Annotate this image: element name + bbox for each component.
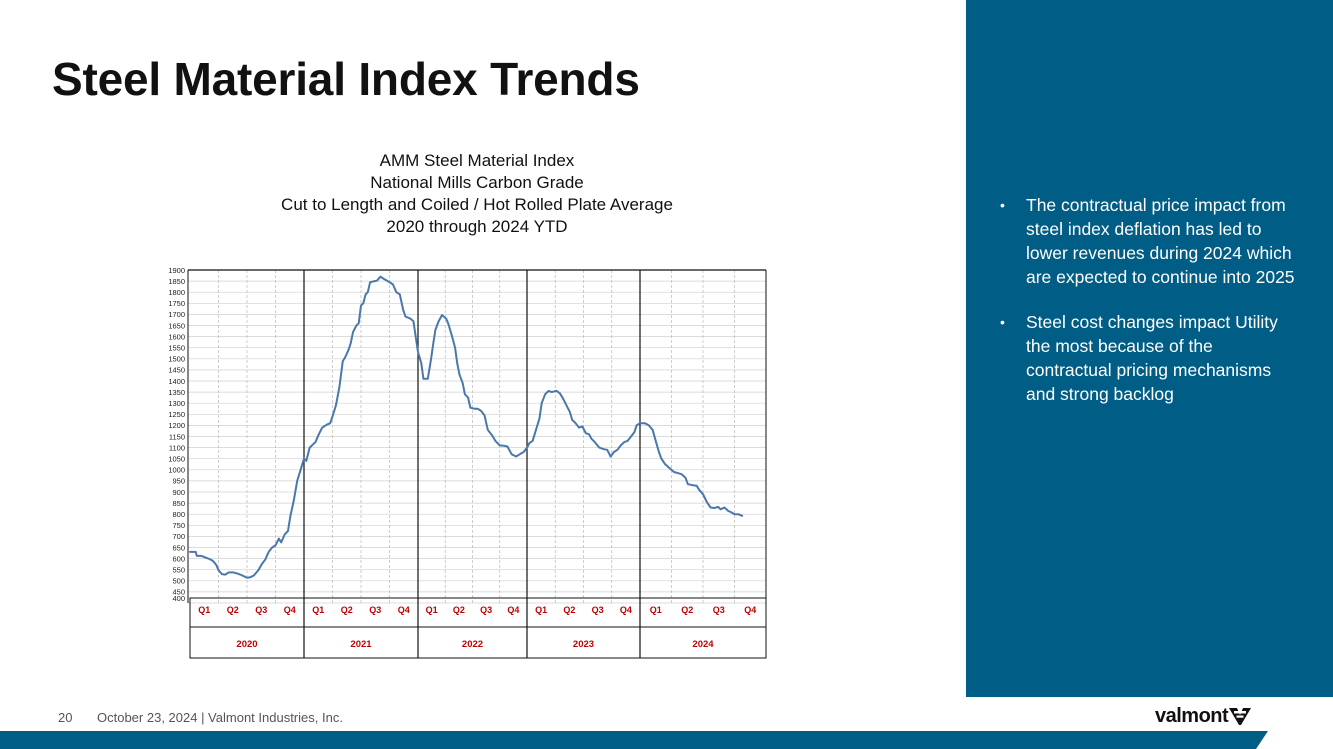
quarter-label: Q3 bbox=[480, 605, 492, 615]
logo-mark-icon bbox=[1229, 708, 1252, 725]
x-axis-table bbox=[189, 597, 767, 659]
y-tick-label: 1800 bbox=[168, 288, 185, 297]
quarter-label: Q3 bbox=[592, 605, 604, 615]
chart-title-line-4: 2020 through 2024 YTD bbox=[386, 217, 568, 236]
chart-title-line-1: AMM Steel Material Index bbox=[379, 151, 575, 170]
y-tick-label: 1850 bbox=[168, 277, 185, 286]
y-tick-label: 1900 bbox=[168, 266, 185, 275]
y-tick-label: 1250 bbox=[168, 410, 185, 419]
y-tick-label: 850 bbox=[172, 499, 185, 508]
logo-wordmark: valmont bbox=[1155, 704, 1229, 727]
y-tick-label: 700 bbox=[172, 532, 185, 541]
y-tick-label: 1350 bbox=[168, 388, 185, 397]
year-label: 2022 bbox=[462, 639, 483, 650]
y-tick-label: 600 bbox=[172, 554, 185, 563]
year-label: 2024 bbox=[692, 639, 714, 650]
y-tick-label: 800 bbox=[172, 510, 185, 519]
y-tick-label: 1050 bbox=[168, 455, 185, 464]
y-tick-label: 650 bbox=[172, 543, 185, 552]
footer-text: October 23, 2024 | Valmont Industries, I… bbox=[97, 710, 343, 725]
y-tick-label: 1550 bbox=[168, 344, 185, 353]
y-tick-label: 900 bbox=[172, 488, 185, 497]
quarter-label: Q4 bbox=[744, 605, 756, 615]
bullet-text: The contractual price impact from steel … bbox=[1026, 195, 1295, 287]
y-tick-label: 1200 bbox=[168, 421, 185, 430]
y-tick-label: 950 bbox=[172, 477, 185, 486]
quarter-label: Q4 bbox=[284, 605, 296, 615]
quarter-label: Q3 bbox=[713, 605, 725, 615]
quarter-label: Q2 bbox=[341, 605, 353, 615]
bullet-item: • Steel cost changes impact Utility the … bbox=[1000, 310, 1300, 406]
quarter-label: Q1 bbox=[312, 605, 324, 615]
y-tick-label: 1300 bbox=[168, 399, 185, 408]
y-tick-label: 1100 bbox=[169, 443, 185, 452]
y-tick-label: 750 bbox=[172, 521, 185, 530]
slide-title: Steel Material Index Trends bbox=[52, 53, 640, 105]
y-tick-label: 500 bbox=[172, 577, 185, 586]
bullet-list: • The contractual price impact from stee… bbox=[1000, 193, 1300, 427]
chart-title-line-3: Cut to Length and Coiled / Hot Rolled Pl… bbox=[281, 195, 673, 214]
y-tick-label: 550 bbox=[172, 566, 185, 575]
quarter-label: Q2 bbox=[227, 605, 239, 615]
valmont-logo: valmont bbox=[1155, 703, 1252, 729]
bullet-dot: • bbox=[1000, 197, 1005, 213]
y-tick-label: 1500 bbox=[168, 355, 185, 364]
y-tick-label: 1450 bbox=[168, 366, 185, 375]
quarter-label: Q2 bbox=[681, 605, 693, 615]
y-tick-label: 1000 bbox=[168, 466, 185, 475]
bullet-item: • The contractual price impact from stee… bbox=[1000, 193, 1300, 289]
year-label: 2023 bbox=[573, 639, 594, 650]
quarter-label: Q3 bbox=[369, 605, 381, 615]
chart-title-line-2: National Mills Carbon Grade bbox=[370, 173, 584, 192]
quarter-label: Q1 bbox=[535, 605, 547, 615]
side-panel bbox=[966, 0, 1333, 697]
bullet-text: Steel cost changes impact Utility the mo… bbox=[1026, 312, 1278, 404]
year-label: 2020 bbox=[236, 639, 257, 650]
index-series-line bbox=[189, 275, 744, 579]
quarter-label: Q4 bbox=[507, 605, 519, 615]
quarter-label: Q1 bbox=[650, 605, 662, 615]
y-tick-label: 400 bbox=[172, 594, 185, 603]
chart-title: AMM Steel Material Index National Mills … bbox=[190, 150, 764, 238]
quarter-label: Q4 bbox=[398, 605, 410, 615]
footer-band bbox=[0, 731, 1268, 749]
page-number: 20 bbox=[58, 710, 73, 725]
quarter-label: Q1 bbox=[426, 605, 438, 615]
y-tick-label: 1400 bbox=[168, 377, 185, 386]
quarter-label: Q3 bbox=[255, 605, 267, 615]
year-label: 2021 bbox=[350, 639, 372, 650]
quarter-label: Q1 bbox=[198, 605, 210, 615]
bullet-dot: • bbox=[1000, 314, 1005, 330]
y-tick-label: 1650 bbox=[168, 321, 185, 330]
quarter-label: Q2 bbox=[563, 605, 575, 615]
y-tick-label: 1750 bbox=[168, 299, 185, 308]
y-tick-label: 1150 bbox=[169, 432, 185, 441]
y-tick-label: 450 bbox=[172, 588, 185, 597]
y-tick-label: 1700 bbox=[168, 310, 185, 319]
y-tick-label: 1600 bbox=[168, 332, 185, 341]
quarter-label: Q2 bbox=[453, 605, 465, 615]
quarter-label: Q4 bbox=[620, 605, 632, 615]
